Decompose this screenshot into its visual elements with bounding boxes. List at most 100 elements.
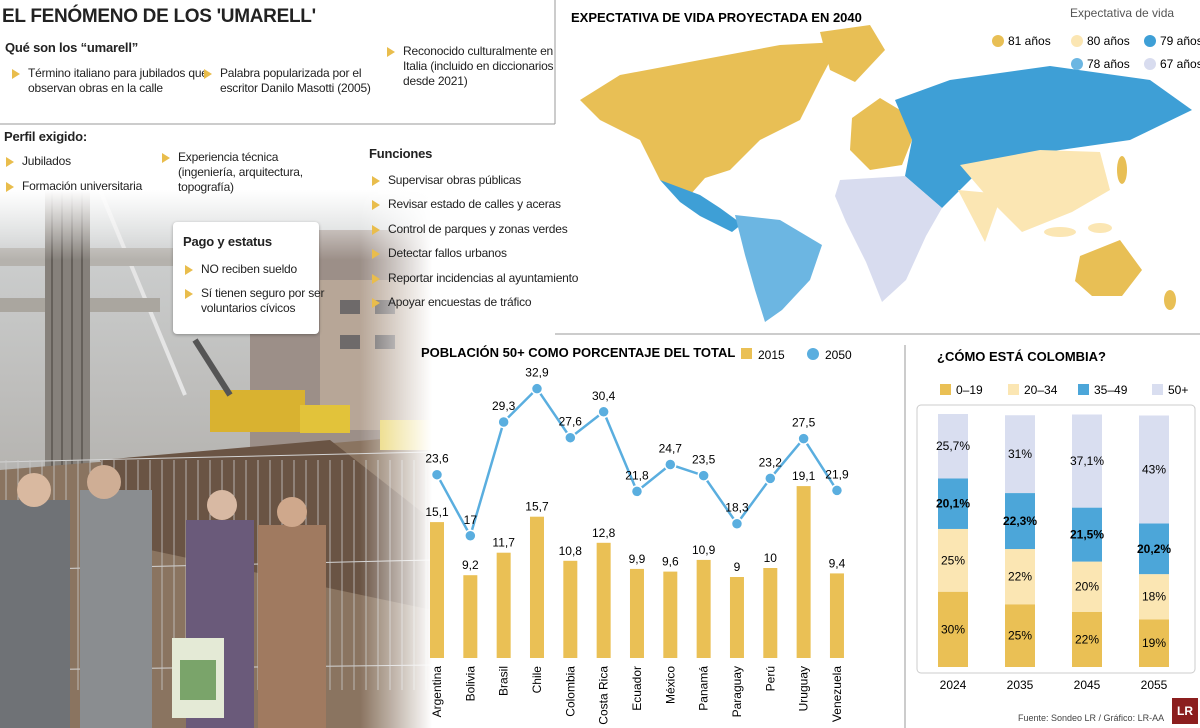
street-photo-shape	[210, 390, 305, 432]
world-map-shape	[735, 215, 822, 322]
x-tick-label: Chile	[530, 666, 544, 694]
bar-segment	[1139, 619, 1169, 667]
point	[730, 517, 744, 530]
bar-segment	[1139, 523, 1169, 575]
bar	[663, 571, 678, 658]
legend-swatch	[1144, 58, 1156, 70]
data-label: 25%	[941, 553, 965, 567]
legend-swatch	[807, 348, 819, 360]
legend-swatch	[992, 35, 1004, 47]
chart-title: POBLACIÓN 50+ COMO PORCENTAJE DEL TOTAL	[421, 345, 735, 360]
data-label: 19%	[1142, 636, 1166, 650]
bar	[563, 560, 578, 658]
data-label: 21,5%	[1070, 528, 1104, 542]
world-map-shape	[835, 176, 942, 302]
x-tick-label: Panamá	[697, 666, 711, 711]
bar-segment	[938, 413, 968, 479]
point	[597, 405, 610, 419]
section-title: Funciones	[369, 146, 433, 161]
list-item: NO reciben sueldo	[181, 262, 337, 277]
data-label: 22%	[1008, 570, 1032, 584]
data-label: 30,4	[592, 389, 616, 403]
list-item: Detectar fallos urbanos	[368, 246, 588, 261]
legend-label: 50+	[1168, 383, 1188, 397]
point	[564, 431, 577, 444]
bar-segment	[1139, 574, 1169, 620]
point	[664, 458, 677, 471]
data-label: 9,4	[829, 556, 846, 570]
point	[530, 382, 544, 395]
data-label: 23,2	[759, 455, 783, 469]
data-label: 22%	[1075, 632, 1099, 646]
data-label: 20,1%	[936, 497, 970, 511]
world-map-shape	[1088, 223, 1112, 233]
world-map-shape	[660, 180, 742, 232]
bar	[596, 542, 611, 658]
x-tick-label: 2035	[1007, 678, 1034, 692]
legend-label: 35–49	[1094, 383, 1128, 397]
legend-swatch	[1071, 58, 1083, 70]
street-photo-shape	[17, 473, 51, 507]
data-label: 25%	[1008, 629, 1032, 643]
pay-box: Pago y estatus NO reciben sueldo Sí tiene…	[173, 222, 324, 334]
data-label: 10,8	[559, 544, 583, 558]
bar-segment	[1072, 561, 1102, 612]
data-label: 19,1	[792, 469, 816, 483]
x-tick-label: Bolivia	[463, 666, 477, 702]
data-label: 23,5	[692, 453, 716, 467]
world-map-shape	[1164, 290, 1176, 310]
data-label: 12,8	[592, 526, 616, 540]
point	[764, 472, 777, 485]
list-item: Control de parques y zonas verdes	[368, 222, 588, 237]
bar	[696, 559, 711, 658]
chart-title: ¿CÓMO ESTÁ COLOMBIA?	[937, 349, 1106, 364]
legend-label: 0–19	[956, 383, 983, 397]
map-title: EXPECTATIVA DE VIDA PROYECTADA EN 2040	[571, 10, 862, 25]
data-label: 37,1%	[1070, 454, 1104, 468]
data-label: 20%	[1075, 580, 1099, 594]
data-label: 21,8	[625, 468, 649, 482]
data-label: 9,6	[662, 555, 679, 569]
bar-segment	[1072, 507, 1102, 562]
legend-swatch	[1078, 384, 1089, 395]
x-tick-label: Costa Rica	[597, 666, 611, 725]
point	[797, 432, 810, 445]
data-label: 32,9	[525, 366, 549, 380]
bar	[829, 573, 844, 658]
data-label: 18%	[1142, 590, 1166, 604]
list-item: Sí tienen seguro por ser voluntarios cív…	[181, 286, 337, 316]
street-photo-shape-shape	[340, 300, 360, 314]
data-label: 11,7	[492, 536, 515, 550]
data-label: 31%	[1008, 447, 1032, 461]
street-photo-shape-shape	[340, 335, 360, 349]
world-map-shape	[1117, 156, 1127, 184]
world-map-shape	[580, 42, 840, 195]
title: EL FENÓMENO DE LOS 'UMARELL'	[2, 6, 316, 27]
section-title: Pago y estatus	[183, 234, 272, 249]
legend-swatch	[1152, 384, 1163, 395]
bar-segment	[938, 591, 968, 667]
data-label: 24,7	[659, 442, 683, 456]
street-photo-shape	[207, 490, 237, 520]
world-map-shape	[958, 190, 1002, 242]
list-item: Reconocido culturalmente en Italia (incl…	[383, 44, 563, 89]
legend-swatch	[1008, 384, 1019, 395]
list-item: Experiencia técnica (ingeniería, arquite…	[158, 150, 338, 195]
data-label: 22,3%	[1003, 514, 1037, 528]
legend-label: 2050	[825, 348, 852, 362]
point	[430, 468, 444, 481]
street-photo-shape	[180, 660, 216, 700]
list-item: Palabra popularizada por el escritor Dan…	[200, 66, 390, 96]
bar	[529, 516, 544, 658]
legend-label: 80 años	[1087, 34, 1130, 48]
point	[830, 484, 844, 497]
data-label: 10,9	[692, 543, 716, 557]
street-photo-shape	[277, 497, 307, 527]
x-tick-label: Ecuador	[630, 666, 644, 711]
legend-label: 67 años	[1160, 57, 1200, 71]
list-item: Revisar estado de calles y aceras	[368, 197, 588, 212]
street-photo-shape	[87, 465, 121, 499]
bar-segment	[938, 478, 968, 529]
